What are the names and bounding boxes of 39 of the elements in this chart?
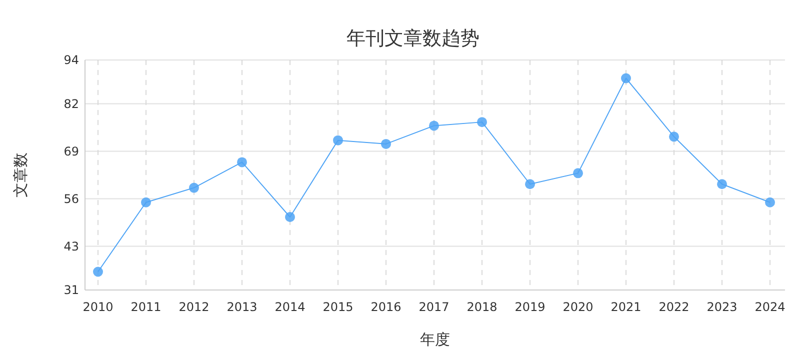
x-tick-label: 2022 xyxy=(658,300,690,314)
y-tick-label: 43 xyxy=(64,239,79,254)
x-tick-label: 2024 xyxy=(754,300,786,314)
x-axis-title: 年度 xyxy=(420,330,450,348)
point xyxy=(285,212,295,222)
point xyxy=(525,179,535,190)
point xyxy=(189,182,199,193)
point xyxy=(669,132,679,142)
x-tick-label: 2021 xyxy=(610,300,642,314)
x-tick-label: 2013 xyxy=(226,300,258,314)
y-tick-label: 94 xyxy=(64,53,79,68)
x-tick-label: 2023 xyxy=(706,300,738,314)
point xyxy=(429,120,439,131)
x-tick-label: 2014 xyxy=(274,300,306,314)
x-tick-label: 2012 xyxy=(178,300,210,314)
point xyxy=(573,168,583,178)
point xyxy=(237,157,247,168)
y-tick-label: 31 xyxy=(64,283,79,298)
point xyxy=(717,179,727,190)
x-tick-label: 2015 xyxy=(322,300,354,314)
x-tick-label: 2018 xyxy=(466,300,498,314)
x-tick-label: 2011 xyxy=(130,300,162,314)
point xyxy=(93,266,103,277)
x-tick-label: 2017 xyxy=(418,300,450,314)
point xyxy=(477,117,487,128)
y-tick-label: 82 xyxy=(64,97,79,112)
x-tick-label: 2020 xyxy=(562,300,594,314)
x-tick-label: 2016 xyxy=(370,300,402,314)
y-axis-title: 文章数 xyxy=(11,152,30,198)
point xyxy=(381,138,391,149)
y-tick-label: 69 xyxy=(64,144,79,158)
y-tick-label: 56 xyxy=(64,192,79,206)
point xyxy=(621,73,631,84)
x-tick-label: 2010 xyxy=(82,300,114,314)
chart-title: 年刊文章数趋势 xyxy=(346,28,480,50)
point xyxy=(333,135,343,146)
point xyxy=(765,197,775,208)
point xyxy=(141,197,151,208)
x-tick-label: 2019 xyxy=(514,300,546,314)
